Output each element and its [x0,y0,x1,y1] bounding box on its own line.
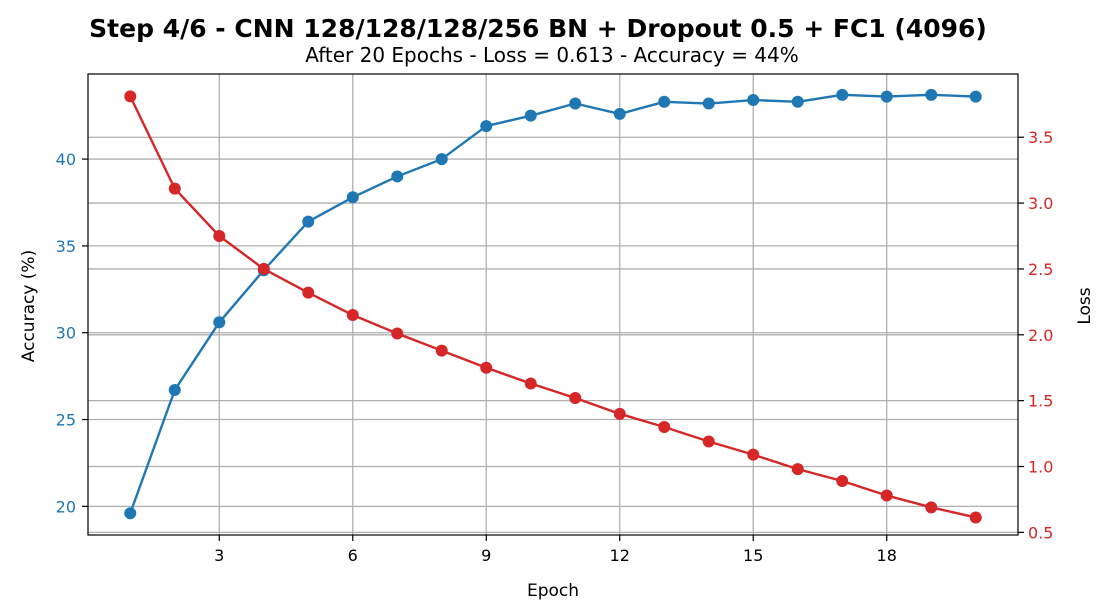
data-point [569,97,582,110]
data-point [880,90,893,103]
data-point [302,286,315,299]
data-point [613,407,626,420]
data-point [702,435,715,448]
data-point [658,95,671,108]
series-line [129,95,976,519]
data-point [925,88,938,101]
data-point [346,191,359,204]
data-point [391,327,404,340]
data-point [524,109,537,122]
data-point [925,501,938,514]
data-point [124,90,137,103]
y-right-tick-label: 3.0 [1028,194,1053,213]
data-point [836,88,849,101]
data-point [124,507,137,520]
series-layer [124,88,982,524]
y-axis-right-label: Loss [1075,287,1095,324]
data-point [791,463,804,476]
x-tick-label: 6 [348,546,358,565]
chart-title: Step 4/6 - CNN 128/128/128/256 BN + Drop… [89,14,987,43]
data-point [880,489,893,502]
series-loss [124,90,982,524]
plot-frame [87,73,1019,536]
x-axis-label: Epoch [527,581,579,601]
grid [88,74,1018,535]
y-right-tick-label: 2.0 [1028,326,1053,345]
y-right-tick-label: 0.5 [1028,523,1053,542]
data-point [480,361,493,374]
y-right-tick-label: 3.5 [1028,128,1053,147]
series-accuracy [124,88,982,520]
data-point [391,170,404,183]
y-right-tick-label: 2.5 [1028,260,1053,279]
y-left-tick-label: 25 [56,411,76,430]
data-point [791,95,804,108]
data-point [524,377,537,390]
y-axis-left: 20 25 30 35 40 [56,150,88,516]
y-right-tick-label: 1.0 [1028,458,1053,477]
data-point [168,182,181,195]
data-point [302,215,315,228]
y-left-tick-label: 40 [56,150,76,169]
data-point [257,262,270,275]
y-right-tick-label: 1.5 [1028,392,1053,411]
x-tick-label: 18 [877,546,897,565]
data-point [435,344,448,357]
data-point [969,511,982,524]
y-left-tick-label: 35 [56,237,76,256]
data-point [836,474,849,487]
x-tick-label: 12 [610,546,630,565]
data-point [969,90,982,103]
data-point [168,384,181,397]
data-point [213,230,226,243]
y-left-tick-label: 30 [56,324,76,343]
x-tick-label: 15 [743,546,763,565]
data-point [213,316,226,329]
series-line [129,93,976,514]
data-point [569,392,582,405]
x-tick-label: 9 [481,546,491,565]
x-axis: 3 6 9 12 15 18 [214,535,897,565]
data-point [747,94,760,107]
data-point [747,448,760,461]
data-point [658,420,671,433]
data-point [480,120,493,133]
data-point [702,97,715,110]
y-left-tick-label: 20 [56,497,76,516]
chart-subtitle: After 20 Epochs - Loss = 0.613 - Accurac… [305,43,799,67]
data-point [346,309,359,322]
x-tick-label: 3 [214,546,224,565]
y-axis-left-label: Accuracy (%) [19,250,39,362]
y-axis-right: 0.5 1.0 1.5 2.0 2.5 3.0 3.5 [1018,128,1053,542]
data-point [613,107,626,120]
data-point [435,153,448,166]
